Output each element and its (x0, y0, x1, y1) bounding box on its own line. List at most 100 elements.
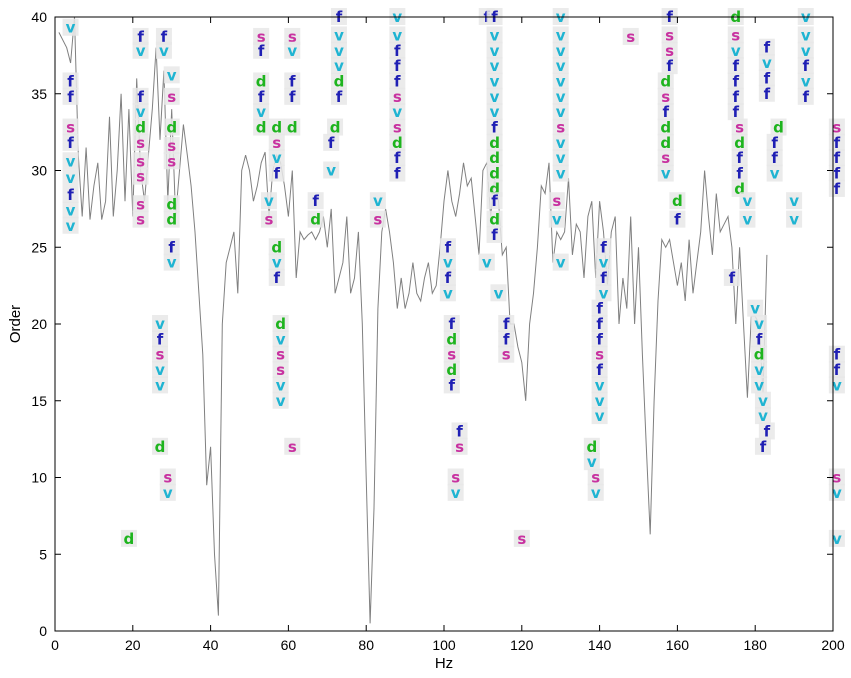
marker-background (443, 315, 460, 332)
marker-background (389, 133, 406, 151)
marker-f: f (137, 28, 144, 46)
marker-v: v (66, 217, 76, 235)
marker-background (163, 118, 180, 136)
marker-f: f (596, 361, 603, 379)
marker-s: s (626, 28, 635, 46)
marker-background (132, 195, 149, 213)
marker-background (439, 238, 456, 256)
marker-background (770, 118, 787, 136)
marker-background (253, 41, 270, 59)
marker-background (595, 284, 612, 302)
marker-v: v (159, 42, 169, 60)
marker-f: f (834, 149, 841, 167)
marker-v: v (750, 300, 760, 318)
marker-f: f (394, 42, 401, 60)
marker-background (552, 133, 569, 151)
marker-s: s (136, 195, 145, 213)
marker-background (583, 437, 600, 455)
marker-background (591, 345, 608, 363)
marker-d: d (256, 72, 267, 90)
marker-background (152, 361, 169, 379)
marker-background (552, 26, 569, 44)
marker-background (152, 315, 169, 332)
marker-background (272, 391, 289, 409)
marker-d: d (155, 438, 166, 456)
series-line (58, 16, 768, 624)
marker-background (797, 26, 814, 44)
marker-f: f (273, 269, 280, 287)
marker-background (552, 164, 569, 182)
marker-background (486, 87, 503, 105)
marker-background (284, 87, 301, 105)
marker-f: f (394, 165, 401, 183)
marker-background (591, 391, 608, 409)
marker-s: s (591, 469, 600, 487)
marker-background (587, 483, 604, 501)
marker-background (591, 407, 608, 425)
marker-background (754, 437, 771, 455)
marker-background (723, 268, 740, 286)
marker-v: v (754, 361, 764, 379)
marker-background (552, 149, 569, 167)
marker-background (486, 133, 503, 151)
marker-background (486, 225, 503, 243)
marker-background (727, 72, 744, 90)
marker-background (132, 103, 149, 121)
marker-v: v (334, 26, 344, 44)
marker-background (152, 330, 169, 348)
marker-v: v (490, 57, 500, 75)
marker-v: v (556, 42, 566, 60)
marker-f: f (168, 238, 175, 256)
marker-v: v (136, 42, 146, 60)
marker-background (155, 41, 172, 59)
marker-f: f (736, 149, 743, 167)
marker-background (389, 103, 406, 121)
x-tick-label: 0 (51, 637, 59, 653)
marker-v: v (66, 169, 76, 187)
marker-background (253, 27, 270, 45)
marker-f: f (732, 57, 739, 75)
marker-background (272, 315, 289, 332)
marker-v: v (758, 407, 768, 425)
marker-background (657, 118, 674, 136)
marker-s: s (276, 361, 285, 379)
marker-f: f (596, 300, 603, 318)
marker-background (657, 72, 674, 90)
marker-background (62, 133, 79, 151)
marker-v: v (556, 57, 566, 75)
marker-v: v (789, 211, 799, 229)
marker-background (758, 54, 775, 72)
marker-d: d (734, 180, 745, 198)
marker-background (786, 192, 803, 210)
marker-background (661, 26, 678, 44)
marker-background (657, 103, 674, 121)
marker-v: v (276, 330, 286, 348)
marker-f: f (289, 88, 296, 106)
marker-v: v (789, 192, 799, 210)
marker-s: s (832, 469, 841, 487)
marker-background (552, 87, 569, 105)
marker-background (307, 210, 324, 228)
marker-d: d (271, 238, 282, 256)
marker-background (132, 87, 149, 105)
marker-d: d (489, 149, 500, 167)
marker-s: s (272, 134, 281, 152)
x-tick-label: 120 (510, 637, 534, 653)
marker-background (591, 299, 608, 317)
marker-background (451, 422, 468, 440)
marker-background (260, 192, 277, 210)
marker-background (253, 103, 270, 121)
marker-background (486, 57, 503, 75)
marker-s: s (373, 211, 382, 229)
marker-v: v (494, 284, 504, 302)
marker-background (272, 376, 289, 394)
marker-f: f (771, 149, 778, 167)
marker-background (751, 361, 768, 379)
marker-v: v (490, 103, 500, 121)
marker-s: s (595, 346, 604, 364)
x-tick-label: 100 (432, 637, 456, 653)
frequency-markers: vffsfvvfvvfvfvdsssssfvvsdssddfvvfsvvdsvd… (62, 8, 845, 548)
marker-s: s (136, 152, 145, 170)
marker-background (766, 149, 783, 167)
